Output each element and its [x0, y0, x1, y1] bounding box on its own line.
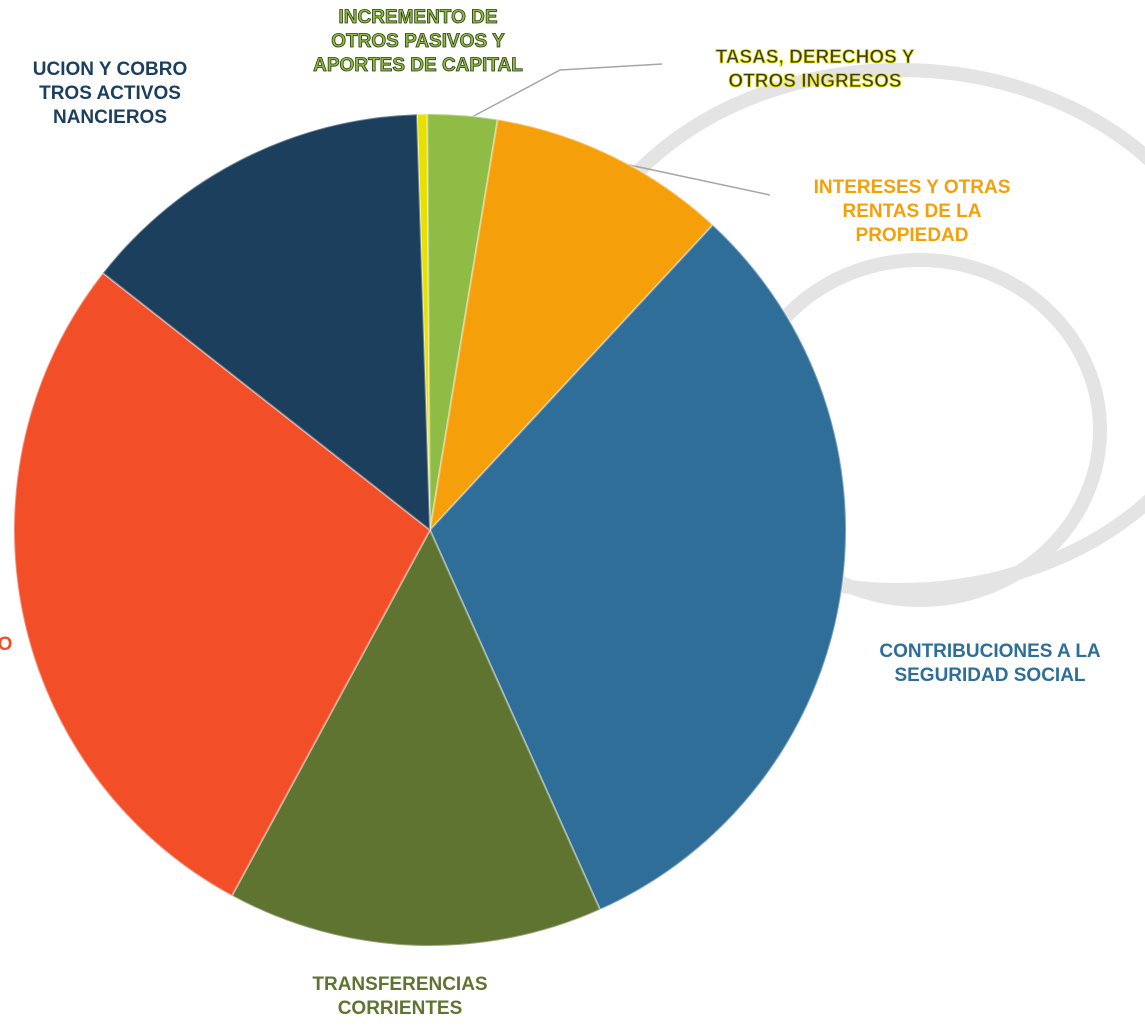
category-label: APORTES DE CAPITAL — [313, 55, 523, 76]
pie-slice — [415, 113, 431, 531]
category-label: INCREMENTO DE — [338, 7, 497, 28]
category-label: PROPIEDAD — [856, 225, 969, 246]
pie-slice — [428, 223, 847, 912]
category-label: SEGURIDAD SOCIAL — [894, 665, 1085, 686]
pie-slice — [426, 113, 499, 531]
leader-lines — [469, 63, 771, 196]
category-label: NANCIEROS — [53, 107, 167, 128]
category-label: RENTAS DE LA — [843, 201, 982, 222]
category-label: TROS ACTIVOS — [39, 83, 181, 104]
category-label: OTROS PASIVOS Y — [331, 31, 505, 52]
pie-slice — [13, 271, 432, 898]
pie-slice — [230, 527, 602, 947]
category-label: O — [0, 634, 12, 655]
category-label: TASAS, DERECHOS Y — [716, 47, 915, 68]
pie-slice — [101, 113, 432, 533]
category-label: TRANSFERENCIAS — [312, 974, 487, 995]
category-label: CORRIENTES — [338, 998, 463, 1019]
pie-slice — [428, 118, 715, 534]
category-label: OTROS INGRESOS — [728, 71, 901, 92]
category-label: CONTRIBUCIONES A LA — [879, 641, 1101, 662]
category-label: INTERESES Y OTRAS — [814, 177, 1011, 198]
category-label: UCION Y COBRO — [33, 59, 188, 80]
